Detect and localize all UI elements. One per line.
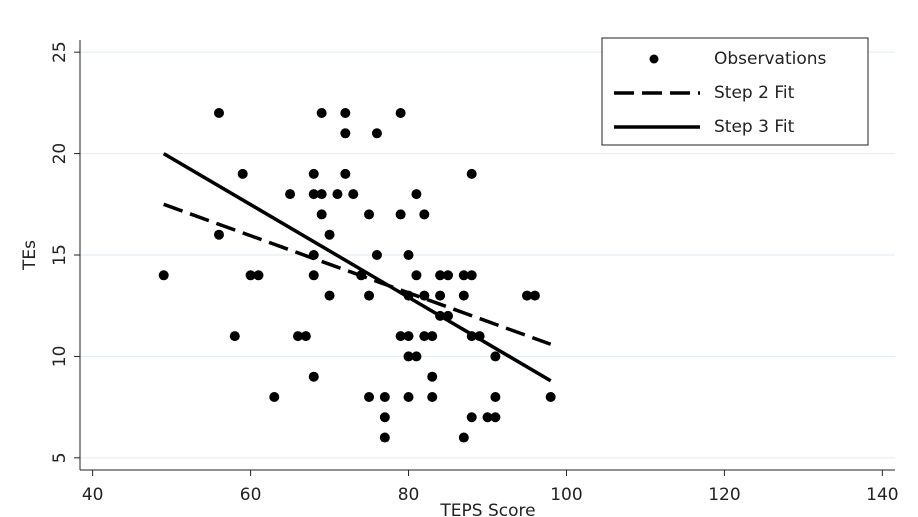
- point: [458, 290, 469, 301]
- point: [348, 189, 359, 200]
- x-axis-label: TEPS Score: [439, 501, 535, 517]
- point: [316, 189, 327, 200]
- point: [332, 189, 343, 200]
- x-tick-label: 100: [550, 485, 582, 505]
- point: [411, 189, 422, 200]
- point: [490, 391, 501, 402]
- y-axis-label: TEs: [20, 240, 40, 271]
- x-tick-label: 140: [866, 485, 898, 505]
- x-tick-label: 120: [708, 485, 740, 505]
- point: [340, 168, 351, 179]
- point: [213, 229, 224, 240]
- y-tick-label: 20: [50, 143, 70, 165]
- point: [458, 432, 469, 443]
- point: [269, 391, 280, 402]
- point: [316, 209, 327, 220]
- point: [364, 290, 375, 301]
- point: [419, 290, 430, 301]
- point: [379, 432, 390, 443]
- point: [285, 189, 296, 200]
- fit-line: [163, 202, 552, 346]
- point: [229, 331, 240, 342]
- point: [419, 209, 430, 220]
- point: [308, 270, 319, 281]
- point: [435, 270, 446, 281]
- point: [308, 168, 319, 179]
- y-tick-label: 15: [50, 244, 70, 266]
- point: [158, 270, 169, 281]
- point: [490, 412, 501, 423]
- point: [427, 391, 438, 402]
- point: [213, 108, 224, 119]
- point: [371, 250, 382, 260]
- point: [395, 331, 406, 342]
- point: [435, 290, 446, 301]
- point: [308, 371, 319, 382]
- legend-label: Step 3 Fit: [714, 117, 795, 137]
- point: [403, 331, 414, 342]
- point: [490, 351, 501, 362]
- y-tick-label: 25: [50, 41, 70, 63]
- point: [379, 412, 390, 423]
- point: [427, 371, 438, 382]
- point: [371, 128, 382, 139]
- point: [364, 391, 375, 402]
- point: [466, 412, 477, 423]
- legend-marker: [649, 54, 659, 64]
- point: [316, 108, 327, 119]
- point: [545, 391, 556, 402]
- point: [403, 351, 414, 362]
- point: [245, 270, 256, 281]
- point: [253, 270, 264, 281]
- y-tick-label: 5: [50, 452, 70, 463]
- point: [411, 351, 422, 362]
- legend-label: Step 2 Fit: [714, 83, 795, 103]
- point: [292, 331, 303, 342]
- point: [458, 270, 469, 281]
- point: [395, 108, 406, 119]
- point: [395, 209, 406, 220]
- point: [529, 290, 540, 301]
- point: [324, 290, 335, 301]
- point: [340, 108, 351, 119]
- x-tick-label: 40: [82, 485, 104, 505]
- x-tick-label: 80: [398, 485, 420, 505]
- point: [403, 250, 414, 260]
- legend-label: Observations: [714, 49, 827, 69]
- point: [443, 270, 454, 281]
- point: [340, 128, 351, 139]
- point: [379, 391, 390, 402]
- fit-line: [162, 152, 552, 383]
- point: [466, 168, 477, 179]
- y-tick-label: 10: [50, 346, 70, 368]
- point: [237, 168, 248, 179]
- point: [411, 270, 422, 281]
- point: [403, 391, 414, 402]
- point: [419, 331, 430, 342]
- point: [364, 209, 375, 220]
- point: [308, 189, 319, 200]
- point: [427, 331, 438, 342]
- point: [466, 270, 477, 281]
- point: [324, 229, 335, 240]
- point: [521, 290, 532, 301]
- x-tick-label: 60: [240, 485, 262, 505]
- point: [482, 412, 493, 423]
- point: [300, 331, 311, 342]
